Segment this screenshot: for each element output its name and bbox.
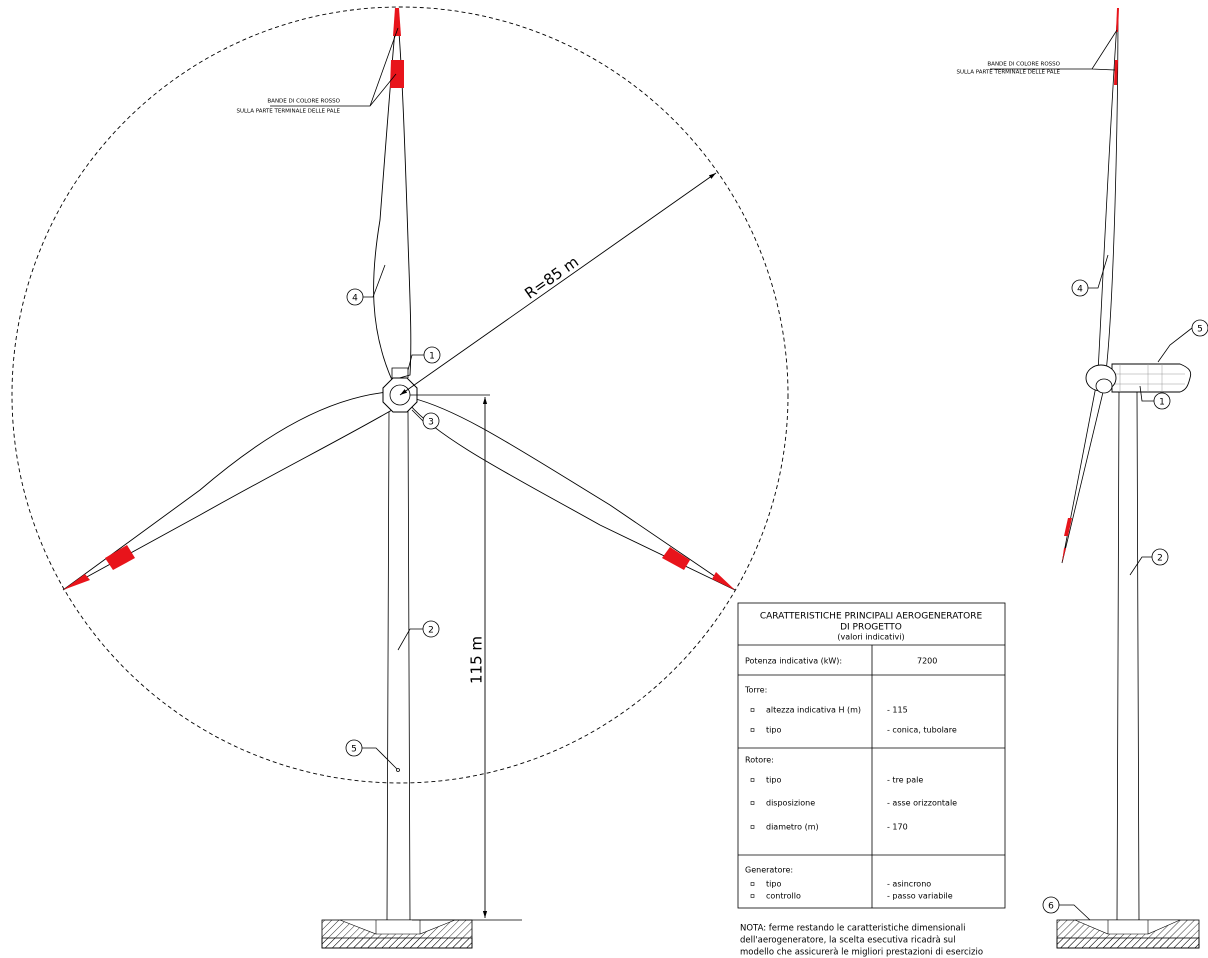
item-value: - asse orizzontale <box>887 799 957 808</box>
band-note: SULLA PARTE TERMINALE DELLE PALE <box>236 109 340 115</box>
callout: 3 <box>428 418 434 428</box>
band-note: BANDE DI COLORE ROSSO <box>987 62 1060 68</box>
item-value: - tre pale <box>887 776 923 785</box>
item-label: disposizione <box>766 799 815 808</box>
item-label: altezza indicativa H (m) <box>766 706 861 715</box>
item-value: - 115 <box>887 706 908 715</box>
band-note: BANDE DI COLORE ROSSO <box>267 99 340 105</box>
dimension-extension <box>410 395 522 920</box>
height-label: 115 m <box>468 636 486 684</box>
note-line: dell'aerogeneratore, la scelta esecutiva… <box>740 936 956 946</box>
spec-table: CARATTERISTICHE PRINCIPALI AEROGENERATOR… <box>738 603 1005 908</box>
item-value: - asincrono <box>887 880 931 889</box>
band-note: SULLA PARTE TERMINALE DELLE PALE <box>956 70 1060 76</box>
table-title: CARATTERISTICHE PRINCIPALI AEROGENERATOR… <box>760 612 983 622</box>
section-heading: Rotore: <box>745 756 774 765</box>
table-title: DI PROGETTO <box>840 623 902 633</box>
item-label: diametro (m) <box>766 823 819 832</box>
blade-root <box>1096 379 1112 393</box>
section-heading: Generatore: <box>745 866 793 875</box>
item-label: controllo <box>766 892 801 901</box>
drawing: R=85 m 115 m BANDE DI COLORE ROSSO SULLA… <box>0 0 1208 958</box>
radius-label: R=85 m <box>521 253 582 303</box>
callout: 4 <box>352 294 358 304</box>
foundation <box>322 920 472 948</box>
item-label: tipo <box>766 726 781 735</box>
tower <box>1117 392 1139 920</box>
item-value: - conica, tubolare <box>887 726 957 735</box>
note: NOTA: ferme restando le caratteristiche … <box>740 924 983 958</box>
blade <box>1062 386 1104 563</box>
callout: 1 <box>1159 398 1165 408</box>
callout: 6 <box>1048 902 1054 912</box>
callout: 4 <box>1077 285 1083 295</box>
callout: 5 <box>1197 325 1203 335</box>
row-value: 7200 <box>917 657 937 666</box>
table-subtitle: (valori indicativi) <box>837 633 904 642</box>
item-value: - 170 <box>887 823 908 832</box>
row-label: Potenza indicativa (kW): <box>745 657 842 666</box>
nacelle <box>1112 364 1191 392</box>
tower <box>387 410 410 920</box>
note-line: NOTA: ferme restando le caratteristiche … <box>740 924 966 934</box>
item-label: tipo <box>766 776 781 785</box>
callouts: 1 2 4 5 6 <box>1043 255 1208 920</box>
foundation <box>1057 920 1199 948</box>
callout: 5 <box>351 745 357 755</box>
callout: 2 <box>1157 554 1163 564</box>
note-line: modello che assicurerà le migliori prest… <box>740 948 983 958</box>
item-value: - passo variabile <box>887 892 953 901</box>
callout: 2 <box>428 626 434 636</box>
item-label: tipo <box>766 880 781 889</box>
front-view: R=85 m 115 m BANDE DI COLORE ROSSO SULLA… <box>12 7 788 948</box>
section-heading: Torre: <box>744 686 767 695</box>
callout: 1 <box>429 352 435 362</box>
leader <box>270 28 398 106</box>
